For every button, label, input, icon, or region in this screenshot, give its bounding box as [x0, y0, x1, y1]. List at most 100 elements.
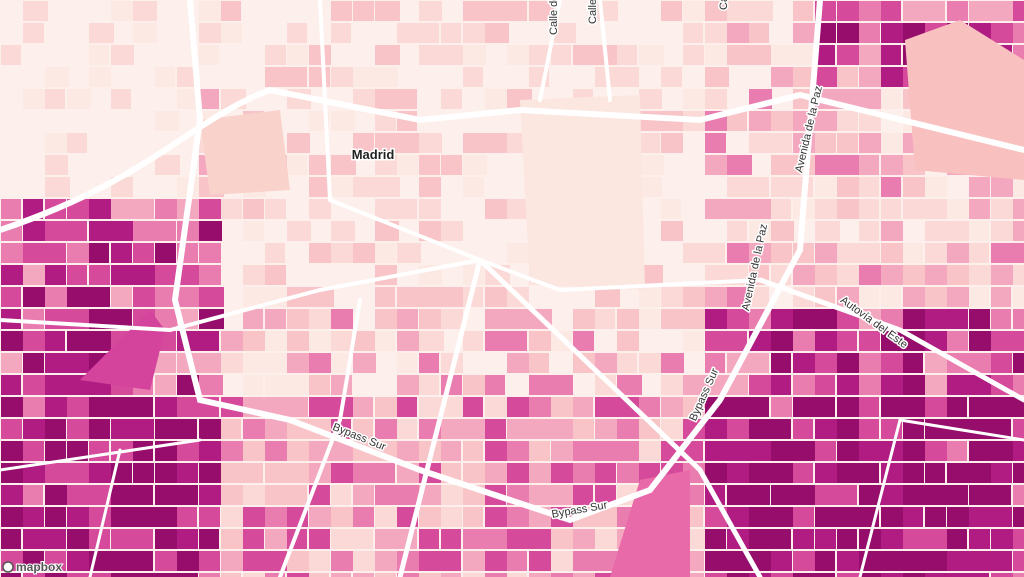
block: [221, 551, 243, 571]
block: [397, 309, 418, 329]
block: [199, 287, 224, 307]
block: [23, 397, 46, 417]
block: [837, 441, 862, 461]
block: [353, 529, 373, 549]
block: [23, 375, 45, 395]
block: [529, 1, 554, 21]
block: [375, 551, 399, 571]
block: [309, 177, 330, 197]
block: [287, 23, 307, 43]
block: [89, 331, 114, 351]
block: [859, 375, 882, 395]
block: [67, 287, 92, 307]
block: [111, 551, 136, 571]
block: [727, 397, 752, 417]
block: [749, 485, 770, 505]
block: [287, 463, 309, 483]
block: [221, 419, 241, 439]
block: [991, 573, 1014, 577]
block: [617, 331, 639, 351]
block: [815, 133, 836, 153]
block: [331, 353, 351, 373]
block: [815, 353, 837, 373]
block: [265, 529, 288, 549]
block: [133, 221, 158, 241]
block: [793, 309, 818, 329]
block: [705, 551, 728, 571]
block: [705, 287, 730, 307]
attribution[interactable]: mapbox: [15, 559, 63, 575]
block: [243, 507, 268, 527]
block: [771, 573, 795, 577]
block: [771, 463, 794, 483]
block: [551, 375, 573, 395]
block: [903, 375, 927, 395]
block: [331, 573, 351, 577]
block: [375, 89, 399, 109]
block: [661, 67, 682, 87]
block: [1, 419, 22, 439]
block: [243, 199, 264, 219]
block: [1013, 1, 1024, 21]
district-area: [200, 110, 290, 195]
block: [67, 243, 91, 263]
block: [771, 221, 794, 241]
block: [947, 309, 968, 329]
block: [23, 243, 46, 263]
block: [111, 287, 132, 307]
block: [89, 23, 114, 43]
block: [881, 573, 904, 577]
block: [133, 23, 157, 43]
block: [1, 375, 21, 395]
block: [529, 397, 552, 417]
block: [749, 397, 769, 417]
block: [463, 441, 483, 461]
block: [815, 573, 835, 577]
block: [89, 199, 113, 219]
block: [749, 23, 769, 43]
block: [661, 287, 685, 307]
block: [199, 1, 223, 21]
block: [177, 463, 198, 483]
block: [331, 331, 352, 351]
block: [859, 419, 879, 439]
block: [573, 331, 594, 351]
block: [705, 155, 730, 175]
block: [419, 45, 444, 65]
road: [0, 86, 1024, 233]
block: [1, 243, 23, 263]
block: [683, 309, 706, 329]
block: [859, 573, 884, 577]
block: [419, 529, 439, 549]
block: [881, 265, 906, 285]
block: [749, 199, 774, 219]
block: [837, 23, 859, 43]
block: [771, 309, 794, 329]
block: [551, 551, 573, 571]
block: [353, 133, 374, 153]
block: [903, 529, 928, 549]
block: [309, 199, 331, 219]
block: [287, 397, 308, 417]
block: [441, 155, 462, 175]
block: [243, 529, 264, 549]
block: [397, 89, 417, 109]
block: [969, 573, 989, 577]
block: [45, 397, 69, 417]
block: [177, 441, 201, 461]
block: [771, 331, 795, 351]
block: [353, 353, 376, 373]
block: [529, 419, 553, 439]
block: [925, 529, 947, 549]
block: [155, 573, 178, 577]
block: [551, 573, 574, 577]
block: [793, 551, 815, 571]
block: [661, 133, 683, 153]
block: [991, 265, 1016, 285]
block: [441, 23, 461, 43]
block: [705, 89, 727, 109]
block: [89, 507, 114, 527]
block: [155, 67, 175, 87]
block: [947, 221, 969, 241]
block: [683, 397, 705, 417]
